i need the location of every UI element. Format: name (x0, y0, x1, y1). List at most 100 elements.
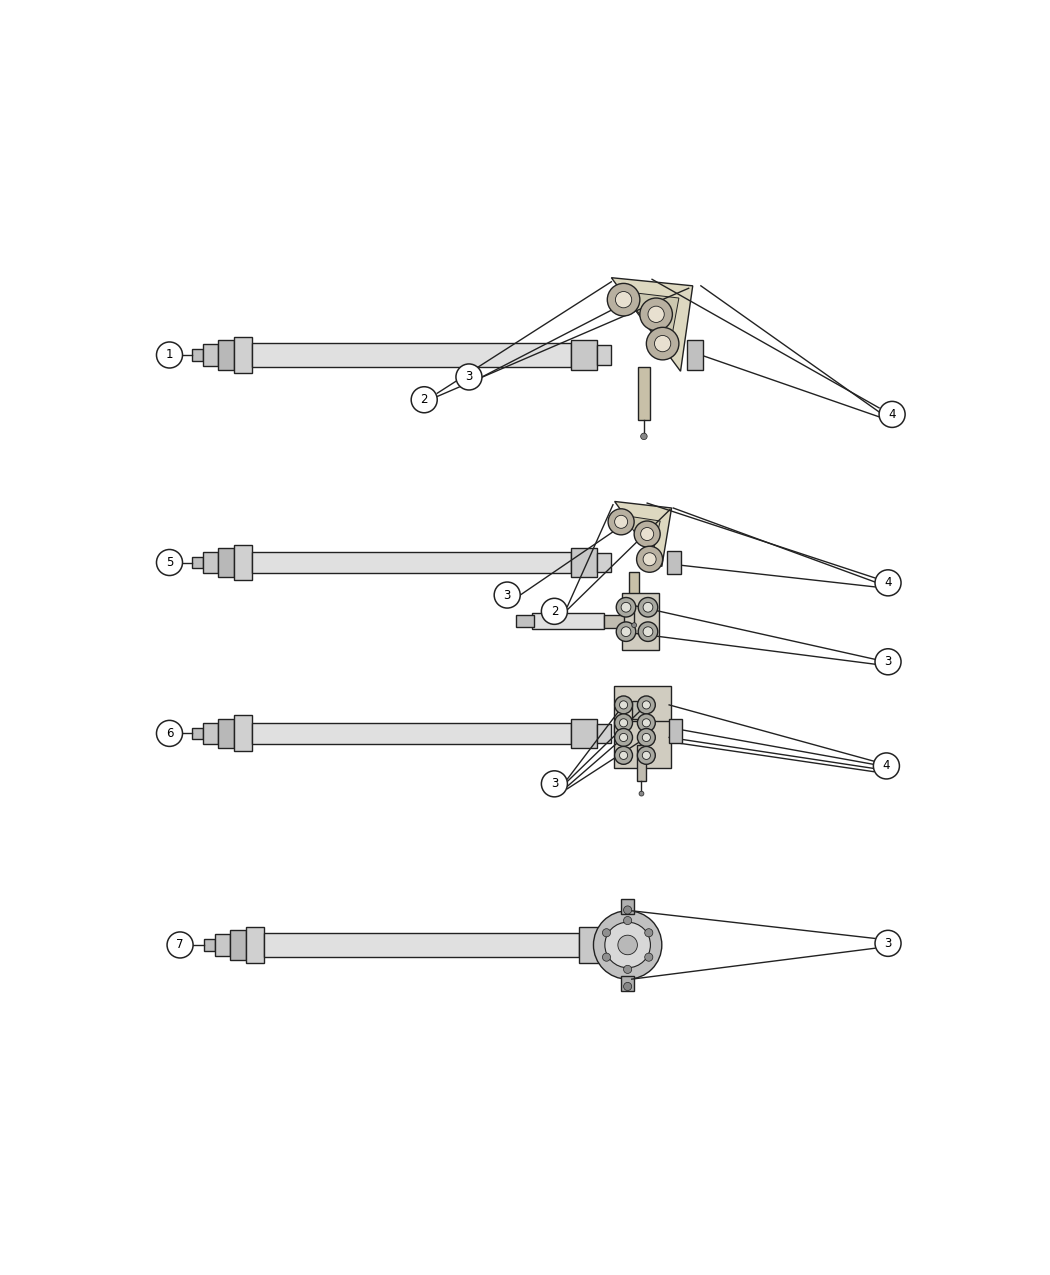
Bar (614, 722, 671, 769)
Bar (234, 544, 252, 580)
Circle shape (624, 965, 632, 973)
Bar (622, 593, 658, 649)
Polygon shape (623, 515, 660, 557)
Circle shape (542, 771, 567, 797)
Bar (687, 340, 704, 370)
Circle shape (636, 546, 663, 572)
Text: 3: 3 (504, 589, 511, 602)
Bar (252, 723, 571, 745)
Bar (596, 346, 611, 365)
Circle shape (637, 696, 655, 714)
Circle shape (622, 627, 631, 636)
Bar (192, 728, 203, 740)
Circle shape (456, 363, 482, 390)
Bar (596, 724, 611, 743)
Bar (604, 615, 625, 627)
Bar (517, 616, 534, 627)
Circle shape (412, 386, 437, 413)
Circle shape (605, 922, 650, 968)
Bar (215, 935, 230, 955)
Bar (264, 933, 579, 958)
Bar (203, 723, 217, 745)
Polygon shape (611, 278, 693, 371)
Circle shape (624, 983, 632, 991)
Circle shape (593, 910, 662, 979)
Circle shape (616, 622, 635, 641)
Bar (622, 899, 634, 914)
Bar (596, 553, 611, 572)
Bar (234, 337, 252, 372)
Bar (192, 557, 203, 569)
Bar (667, 551, 681, 574)
Circle shape (167, 932, 193, 958)
Circle shape (637, 728, 655, 746)
Text: 3: 3 (550, 778, 559, 790)
Text: 7: 7 (176, 938, 184, 951)
Circle shape (643, 733, 650, 742)
Bar (669, 719, 682, 743)
Circle shape (607, 283, 639, 316)
Circle shape (614, 515, 628, 528)
Circle shape (617, 935, 637, 955)
Bar (203, 344, 217, 366)
Circle shape (620, 751, 628, 760)
Circle shape (643, 701, 650, 709)
Circle shape (643, 627, 653, 636)
Bar (246, 927, 264, 963)
Text: 2: 2 (550, 604, 559, 618)
Text: 3: 3 (465, 371, 472, 384)
Polygon shape (624, 292, 679, 354)
Bar (230, 931, 246, 960)
Circle shape (156, 550, 183, 575)
Circle shape (640, 528, 654, 541)
Circle shape (615, 292, 632, 307)
Circle shape (643, 719, 650, 727)
Bar (217, 719, 234, 748)
Circle shape (637, 746, 655, 764)
Circle shape (495, 581, 520, 608)
Text: 2: 2 (420, 393, 428, 407)
Circle shape (638, 598, 657, 617)
Circle shape (614, 696, 632, 714)
Circle shape (643, 602, 653, 612)
Circle shape (875, 649, 901, 674)
Text: 3: 3 (884, 937, 891, 950)
Circle shape (639, 298, 672, 330)
Circle shape (624, 907, 632, 914)
Circle shape (634, 521, 660, 547)
Circle shape (620, 701, 628, 709)
Circle shape (603, 954, 610, 961)
Circle shape (616, 598, 635, 617)
Circle shape (648, 306, 665, 323)
Text: 1: 1 (166, 348, 173, 362)
Circle shape (879, 402, 905, 427)
Circle shape (614, 728, 632, 746)
Circle shape (622, 602, 631, 612)
Circle shape (603, 928, 610, 937)
Text: 5: 5 (166, 556, 173, 569)
Text: 4: 4 (884, 576, 891, 589)
Text: 6: 6 (166, 727, 173, 739)
Circle shape (637, 714, 655, 732)
Polygon shape (614, 501, 672, 566)
Circle shape (632, 622, 636, 627)
Bar (252, 343, 571, 367)
Circle shape (874, 754, 900, 779)
Circle shape (645, 954, 653, 961)
Text: 3: 3 (884, 655, 891, 668)
Bar (638, 367, 650, 419)
Bar (532, 613, 604, 630)
Bar (252, 552, 571, 572)
Bar (192, 349, 203, 361)
Bar (234, 715, 252, 751)
Bar (636, 745, 647, 780)
Circle shape (608, 509, 634, 534)
Bar (622, 975, 634, 991)
Circle shape (620, 719, 628, 727)
Text: 4: 4 (883, 760, 890, 773)
Bar (579, 927, 611, 963)
Bar (632, 701, 647, 719)
Circle shape (643, 553, 656, 566)
Circle shape (638, 622, 657, 641)
Circle shape (875, 570, 901, 595)
